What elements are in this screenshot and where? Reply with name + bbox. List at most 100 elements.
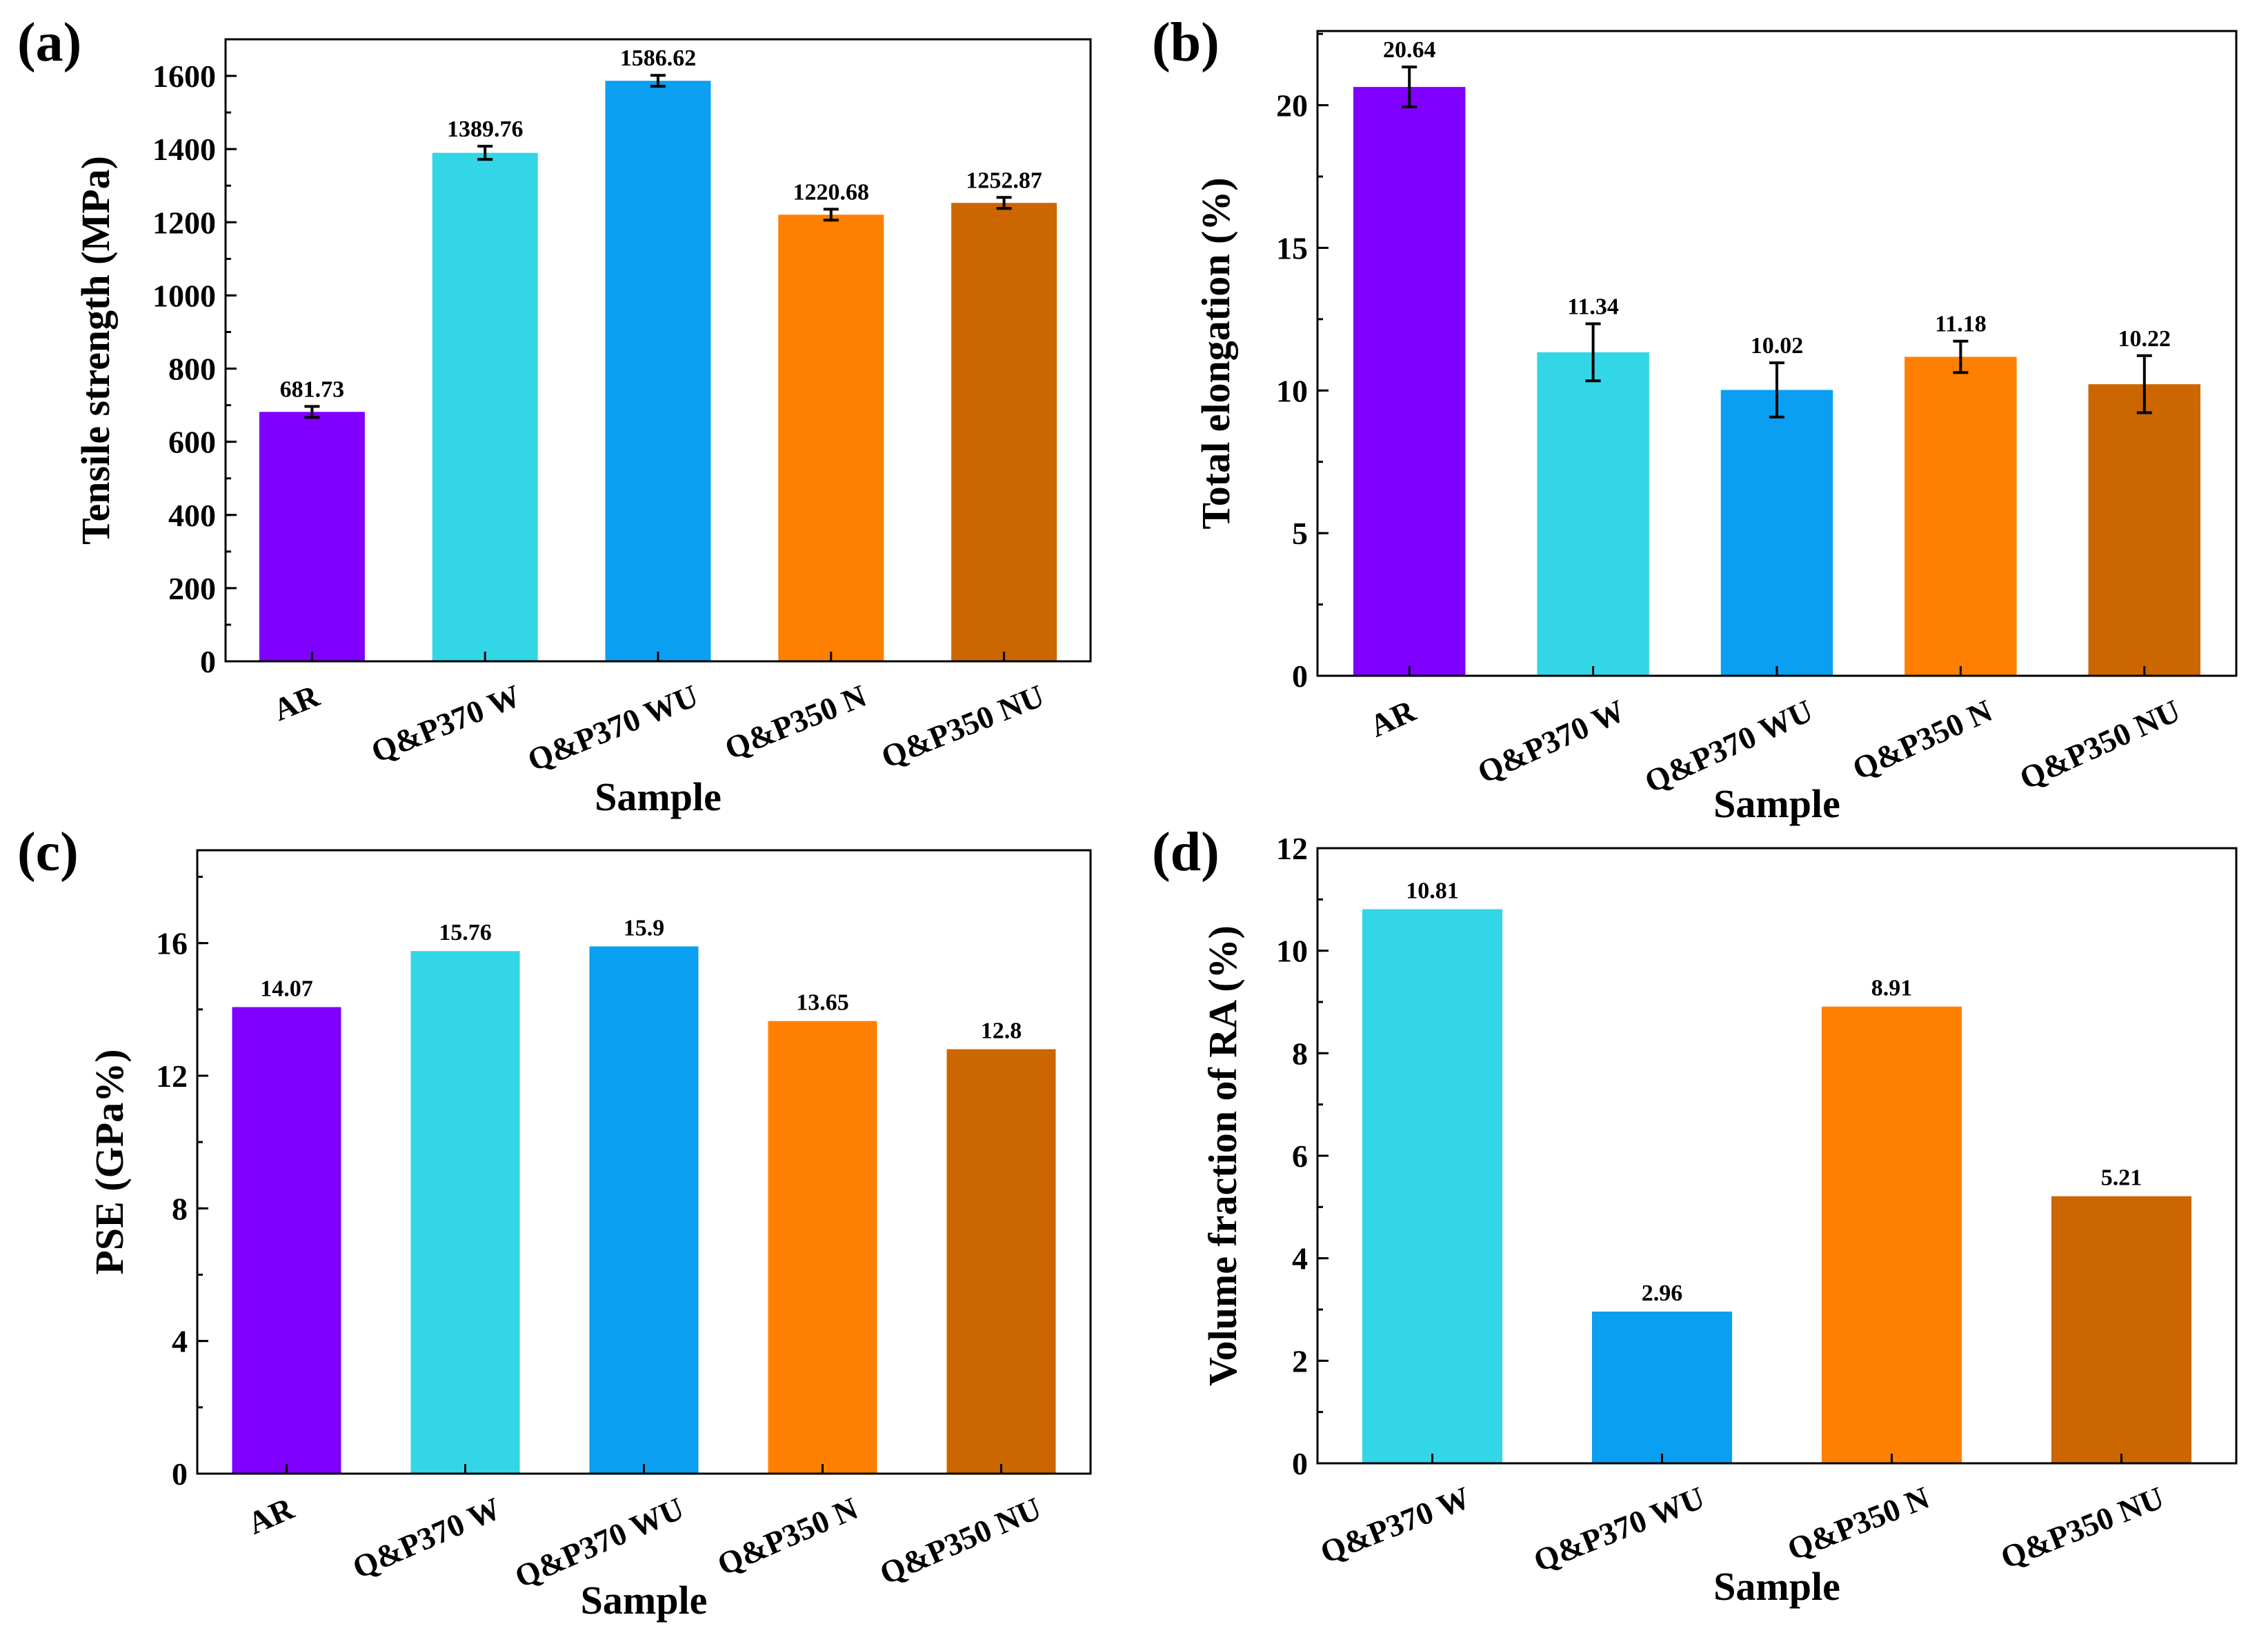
y-axis-ticks [1317,847,1329,1465]
y-axis-title: PSE (GPa%) [87,1049,132,1274]
panel-letter: (d) [1152,822,1220,883]
bar [946,1049,1056,1474]
error-bar [823,208,839,222]
data-label: 11.34 [1567,294,1619,319]
panel-letter: (b) [1152,12,1220,73]
y-tick-label: 200 [168,571,216,606]
error-bar [1585,322,1601,383]
data-label: 1252.87 [966,168,1042,193]
y-axis-title: Tensile strength (MPa) [73,156,118,545]
x-tick-label: Q&P350 N [1847,693,1998,787]
panel-a: (a) 681.73 1389.76 1586.62 1220.68 1252.87 0 20… [17,12,1092,819]
y-tick-label: 1600 [152,59,216,94]
data-label: 12.8 [981,1019,1022,1044]
panel-letter: (a) [17,12,81,73]
bar [605,81,711,662]
y-tick-label: 20 [1276,88,1308,123]
bar [2051,1196,2192,1463]
x-tick-label: Q&P350 NU [875,1490,1046,1591]
y-tick-label: 400 [168,498,216,533]
x-axis-title: Sample [1713,781,1840,826]
data-label: 1220.68 [793,179,870,205]
error-bar [1769,361,1784,419]
panel-letter: (c) [17,822,79,883]
y-tick-label: 0 [1292,1446,1308,1481]
error-bar [1953,339,1969,374]
bar [778,214,884,662]
data-label: 11.18 [1935,312,1987,337]
data-label: 14.07 [260,976,313,1001]
bar [1362,909,1503,1463]
y-tick-label: 10 [1276,934,1308,969]
y-tick-label: 12 [156,1059,188,1094]
bar [232,1007,341,1474]
y-tick-label: 16 [156,926,188,961]
x-tick-label: Q&P350 NU [2014,693,2185,796]
y-tick-label: 1400 [152,132,216,167]
y-axis-ticks [226,38,237,663]
y-axis-title: Volume fraction of RA (%) [1200,925,1245,1386]
bar [410,951,520,1474]
data-label: 13.65 [796,990,849,1016]
x-tick-label: Q&P350 NU [1996,1480,2169,1576]
bar [1537,352,1649,676]
y-axis-ticks [1317,32,1329,677]
data-label: 681.73 [280,377,345,402]
error-bar [2136,354,2152,414]
y-tick-label: 4 [172,1324,188,1359]
error-bar [477,145,493,161]
bar [1821,1006,1962,1463]
x-tick-label: Q&P350 N [1782,1480,1934,1567]
y-tick-label: 4 [1292,1241,1308,1276]
x-axis-title: Sample [581,1578,708,1623]
y-tick-label: 15 [1276,230,1308,265]
y-tick-label: 800 [168,352,216,387]
x-axis-title: Sample [1713,1564,1840,1609]
x-axis-title: Sample [595,774,722,819]
x-tick-label: Q&P370 W [1472,693,1630,790]
data-label: 10.02 [1751,333,1804,359]
x-tick-label: AR [1364,692,1421,743]
bar [951,203,1057,661]
y-tick-label: 1200 [152,205,216,240]
data-label: 10.81 [1406,878,1459,903]
x-tick-label: Q&P370 WU [523,678,703,778]
y-tick-label: 10 [1276,373,1308,408]
error-bar [996,196,1012,210]
data-label: 1389.76 [447,117,524,142]
data-label: 8.91 [1871,976,1913,1001]
x-tick-label: AR [268,678,324,728]
x-tick-label: Q&P370 W [366,678,525,770]
y-tick-label: 600 [168,425,216,460]
x-tick-label: Q&P370 W [1315,1480,1475,1570]
bar [768,1021,877,1474]
data-label: 5.21 [2101,1165,2142,1191]
y-tick-label: 0 [172,1456,188,1492]
panel-c: (c) 14.07 15.76 15.9 13.65 12.8 0 4 8 12 16 AR Q&P37… [17,822,1092,1623]
bar [1591,1311,1733,1463]
x-tick-label: Q&P370 WU [1529,1480,1709,1578]
x-tick-label: Q&P350 NU [876,678,1048,775]
y-tick-label: 8 [1292,1036,1308,1071]
y-tick-label: 0 [1292,659,1308,694]
bar [1904,357,2017,676]
bar [1720,390,1833,676]
data-label: 15.9 [624,915,665,941]
bar [1353,87,1466,676]
panel-b: (b) 20.64 11.34 10.02 11.18 10.22 0 5 10 15 20 AR Q&… [1152,12,2238,826]
bar [589,946,699,1474]
x-tick-label: AR [243,1490,299,1541]
x-tick-label: Q&P350 N [720,678,871,766]
y-axis-ticks [197,875,208,1475]
y-axis-title: Total elongation (%) [1193,177,1238,529]
y-tick-label: 2 [1292,1343,1308,1378]
y-tick-label: 8 [172,1191,188,1226]
x-tick-label: Q&P370 W [348,1490,506,1585]
x-tick-label: Q&P350 N [713,1490,863,1582]
y-tick-label: 6 [1292,1139,1308,1174]
data-label: 1586.62 [620,46,697,71]
y-tick-label: 12 [1276,831,1308,866]
error-bar [1402,66,1418,109]
data-label: 10.22 [2118,326,2171,352]
